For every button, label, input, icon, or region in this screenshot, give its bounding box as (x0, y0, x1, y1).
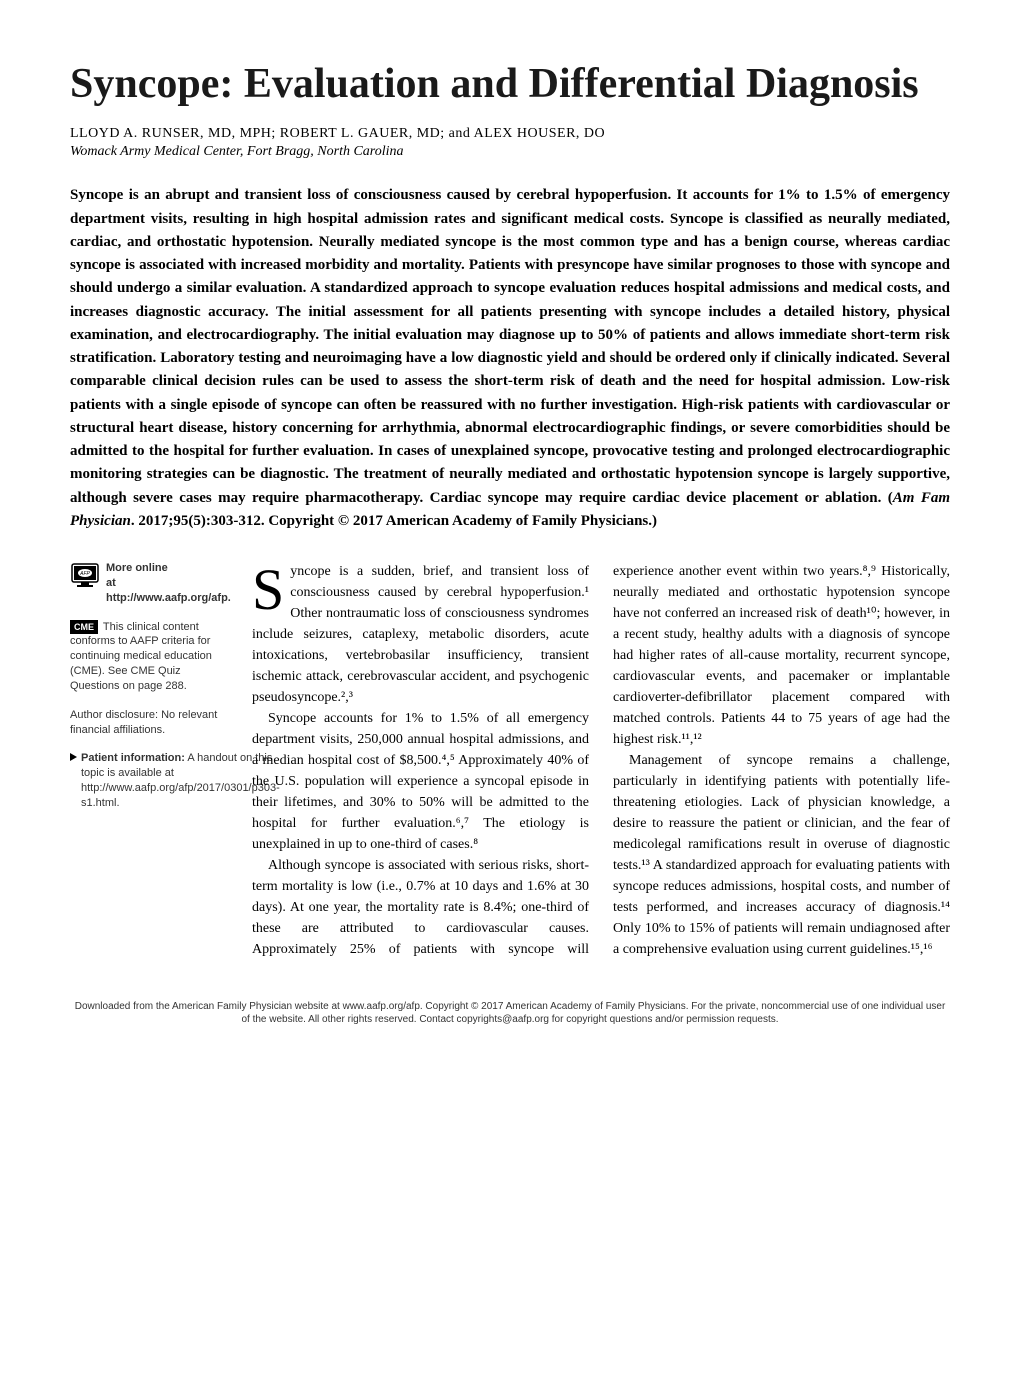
triangle-icon (70, 753, 77, 761)
body-p1-text: yncope is a sudden, brief, and transient… (252, 564, 589, 705)
abstract-text: Syncope is an abrupt and transient loss … (70, 187, 950, 505)
content-columns: AFP More online at http://www.aafp.org/a… (70, 561, 950, 960)
more-online-text: More online at http://www.aafp.org/afp. (106, 561, 231, 606)
cme-badge: CME (70, 620, 98, 634)
more-online-url: at http://www.aafp.org/afp. (106, 577, 231, 604)
patient-info-label: Patient information: (81, 752, 185, 764)
footer: Downloaded from the American Family Phys… (70, 1000, 950, 1026)
patient-info-block: Patient information: A handout on this t… (70, 751, 226, 810)
body-p1: Syncope is a sudden, brief, and transien… (252, 561, 589, 708)
disclosure-block: Author disclosure: No relevant financial… (70, 708, 226, 738)
affiliation-line: Womack Army Medical Center, Fort Bragg, … (70, 144, 950, 160)
body-p2: Syncope accounts for 1% to 1.5% of all e… (252, 708, 589, 855)
svg-text:AFP: AFP (79, 571, 90, 577)
article-title: Syncope: Evaluation and Differential Dia… (70, 60, 950, 108)
body-text: Syncope is a sudden, brief, and transien… (252, 561, 950, 960)
page: Syncope: Evaluation and Differential Dia… (0, 0, 1020, 1066)
more-online-label: More online (106, 562, 168, 574)
citation-post: . 2017;95(5):303-312. Copyright © 2017 A… (131, 513, 657, 529)
body-p4: Management of syncope remains a challeng… (613, 750, 950, 960)
authors-line: LLOYD A. RUNSER, MD, MPH; ROBERT L. GAUE… (70, 126, 950, 142)
more-online-block: AFP More online at http://www.aafp.org/a… (70, 561, 226, 606)
cme-block: CME This clinical content conforms to AA… (70, 620, 226, 694)
patient-info-text-wrap: Patient information: A handout on this t… (81, 751, 280, 810)
abstract-block: Syncope is an abrupt and transient loss … (70, 184, 950, 533)
dropcap: S (252, 561, 290, 614)
monitor-icon: AFP (70, 561, 100, 591)
sidebar: AFP More online at http://www.aafp.org/a… (70, 561, 226, 960)
